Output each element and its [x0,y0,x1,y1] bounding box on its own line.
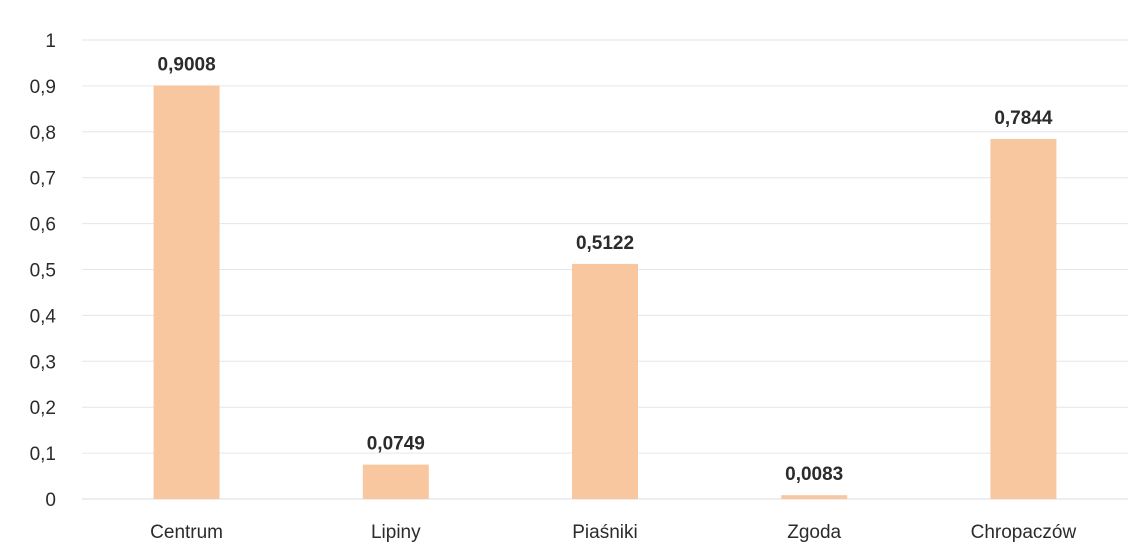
y-tick-label: 0,6 [30,215,56,236]
bar [362,464,429,499]
x-axis: Centrum Lipiny Piaśniki Zgoda Chropaczów [150,522,1076,543]
y-tick-label: 0,3 [30,352,56,373]
x-tick-label: Chropaczów [971,522,1077,543]
y-tick-label: 0 [45,490,56,511]
data-label: 0,7844 [994,108,1053,129]
data-labels: 0,9008 0,0749 0,5122 0,0083 0,7844 [158,55,1053,486]
bar [990,138,1057,500]
data-label: 0,9008 [158,55,216,76]
y-tick-label: 0,1 [30,444,56,465]
y-tick-label: 0,4 [30,306,57,327]
bar [572,263,638,499]
data-label: 0,0083 [785,464,843,485]
x-tick-label: Zgoda [787,522,841,543]
y-tick-label: 0,7 [30,169,56,190]
x-tick-label: Lipiny [371,522,421,543]
y-axis: 0 0,1 0,2 0,3 0,4 0,5 0,6 0,7 0,8 0,9 1 [30,31,57,511]
bar [781,495,848,499]
data-label: 0,5122 [576,233,634,254]
y-tick-label: 1 [45,31,56,52]
y-tick-label: 0,5 [30,261,56,282]
x-tick-label: Piaśniki [572,522,637,543]
y-tick-label: 0,2 [30,398,56,419]
data-label: 0,0749 [367,434,425,455]
bars [153,85,1057,500]
x-tick-label: Centrum [150,522,223,543]
bar [153,85,220,499]
y-tick-label: 0,9 [30,77,56,98]
y-tick-label: 0,8 [30,123,56,144]
